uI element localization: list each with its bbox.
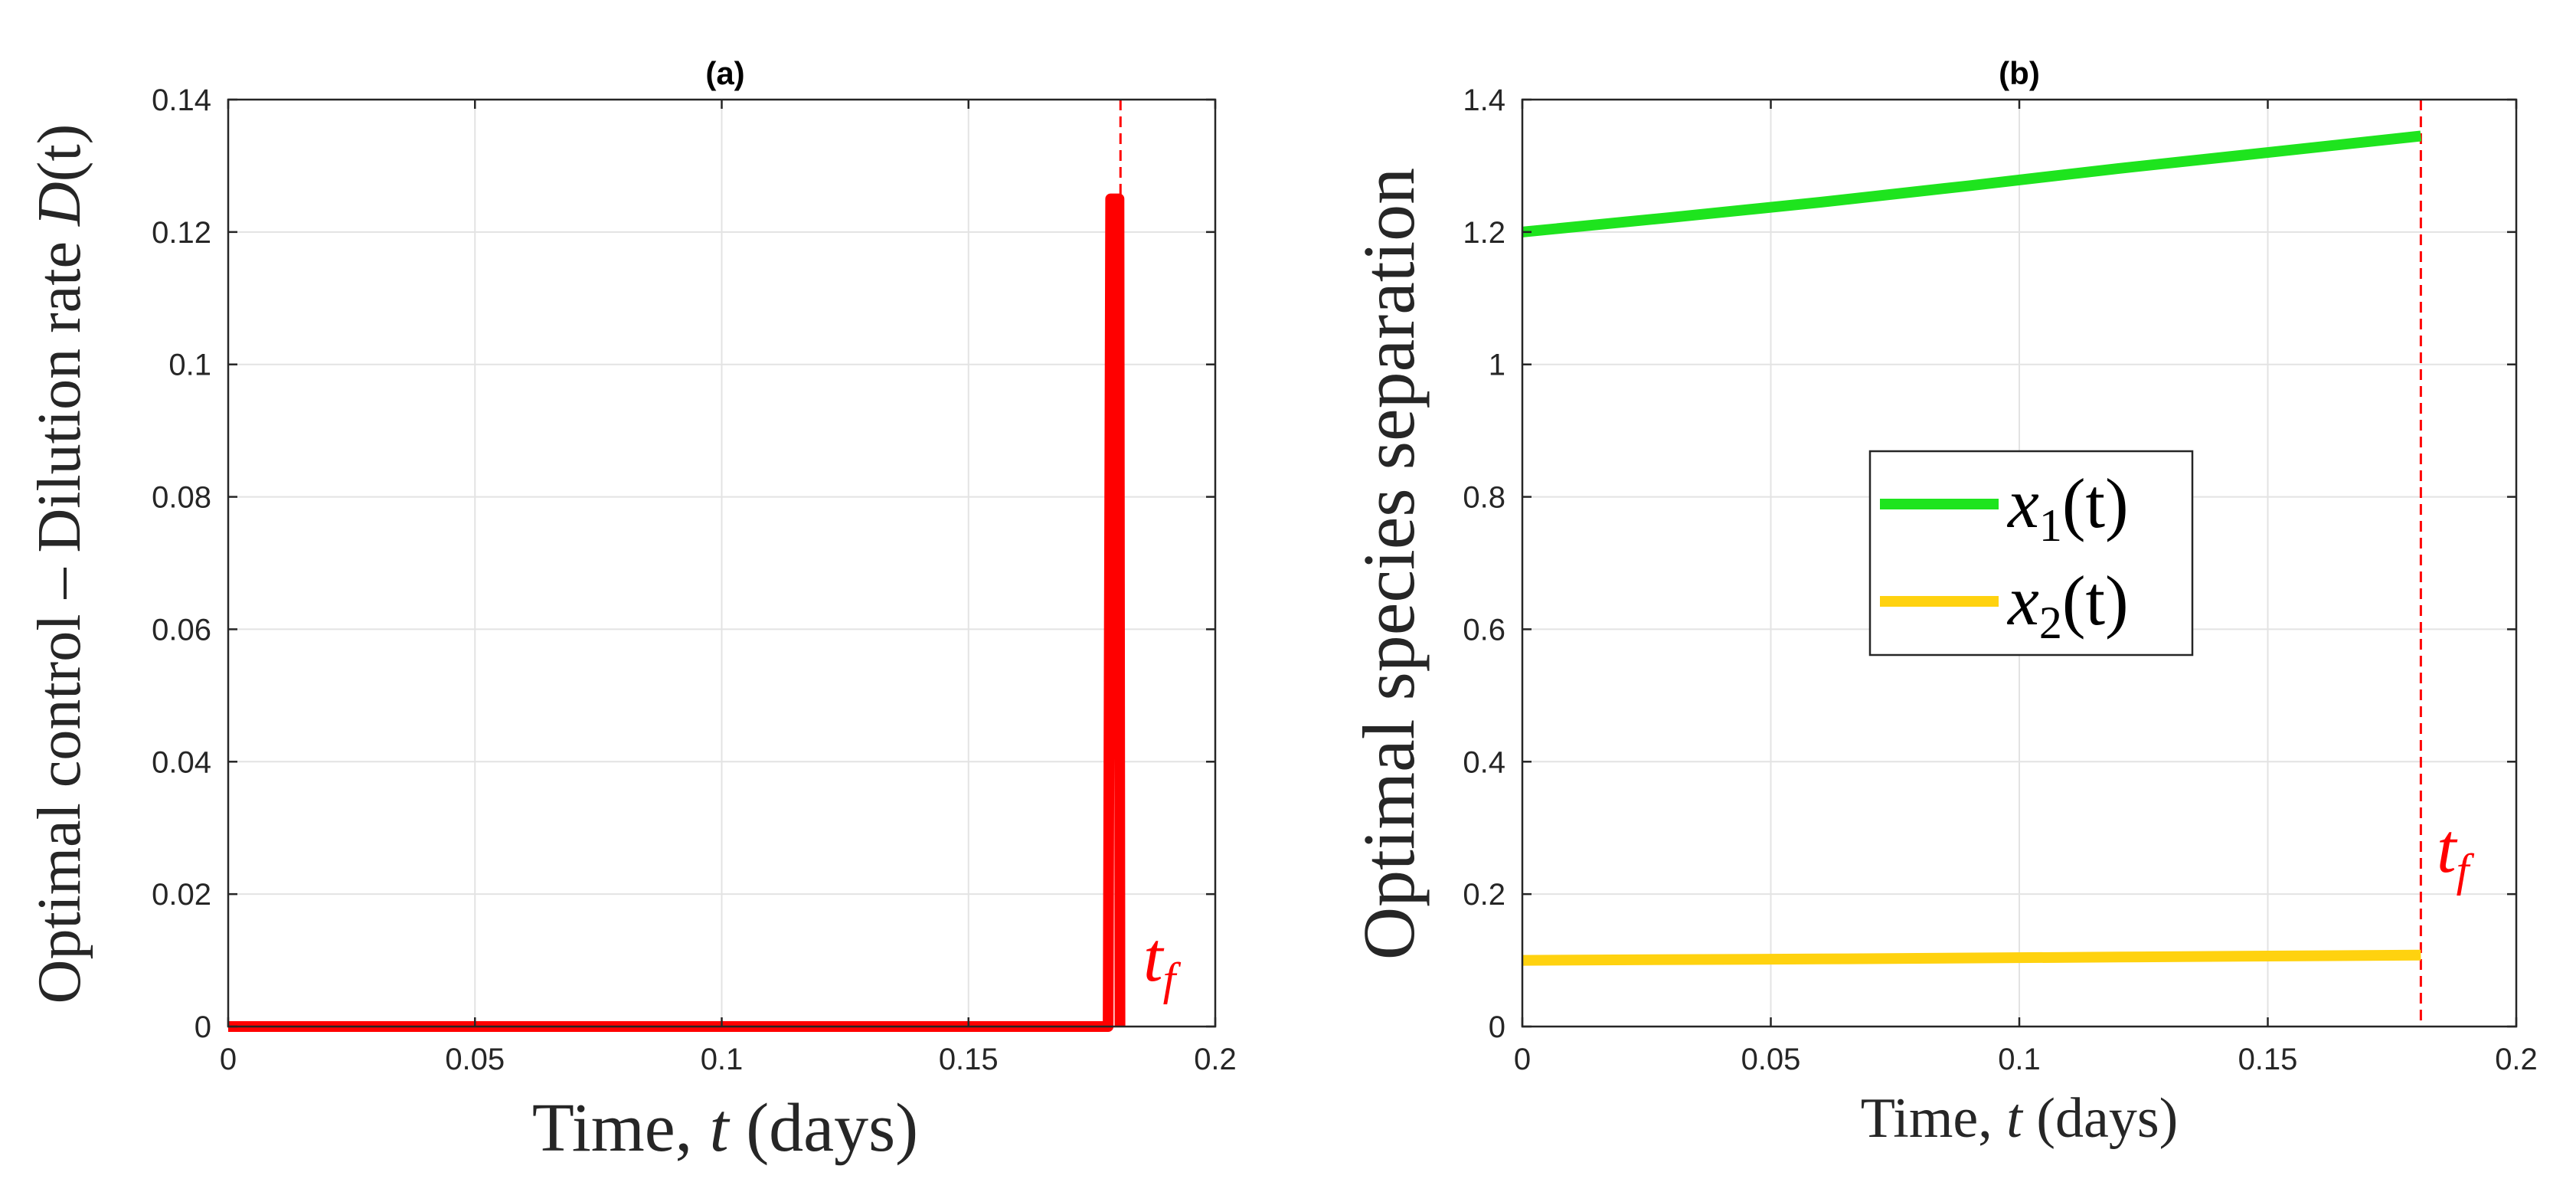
legend-box: [1868, 450, 2194, 657]
panel-a-x-axis-label: Time, t (days): [532, 1090, 918, 1166]
panel-b-y-tick-label: 0.8: [1463, 481, 1505, 515]
panel-b-y-tick-label: 0.2: [1463, 878, 1505, 912]
panel-a-y-tick-label: 0.12: [152, 216, 211, 250]
panel-b-y-tick-label: 1: [1489, 349, 1505, 382]
panel-b-x-tick-label: 0.2: [2495, 1043, 2538, 1076]
panel-a-x-tick-label: 0: [220, 1043, 237, 1076]
panel-a-tf-label: tf: [1143, 918, 1182, 1004]
panel-a-y-tick-label: 0.08: [152, 481, 211, 515]
panel-b-x-tick-label: 0.15: [2238, 1043, 2298, 1076]
panel-b-x-tick-label: 0.1: [1998, 1043, 2041, 1076]
legend: x1(t) x2(t): [1868, 450, 2194, 657]
panel-a-lines: [228, 100, 1126, 1032]
panel-a-y-tick-label: 0.04: [152, 745, 211, 779]
panel-a-x-tick-label: 0.05: [445, 1043, 505, 1076]
panel-b-y-tick-label: 0: [1489, 1010, 1505, 1044]
panel-a-ticks: 0 0.05 0.1 0.15 0.2 0 0.02 0.04 0.06 0.08 0.1 0.12 0…: [152, 84, 1237, 1076]
panel-a-x-tick-label: 0.2: [1194, 1043, 1237, 1076]
panel-b-x-axis-label: Time, t (days): [1861, 1087, 2179, 1150]
panel-b-y-tick-label: 0.4: [1463, 745, 1505, 779]
panel-a-x-tick-label: 0.1: [701, 1043, 744, 1076]
panel-b-x-tick-label: 0.05: [1741, 1043, 1801, 1076]
panel-a: 0 0.05 0.1 0.15 0.2 0 0.02 0.04 0.06 0.08 0.1 0.12 0…: [26, 55, 1237, 1166]
panel-b-y-tick-label: 1.4: [1463, 84, 1505, 117]
panel-b-y-tick-label: 1.2: [1463, 216, 1505, 250]
panel-b-series-x1t-line: [1522, 130, 2422, 237]
panel-a-y-tick-label: 0.1: [168, 349, 211, 382]
panel-a-x-tick-label: 0.15: [939, 1043, 999, 1076]
panel-b-series-x2t-line: [1522, 949, 2421, 966]
panel-a-y-tick-label: 0: [195, 1010, 211, 1044]
legend-label-x2: x2(t): [2006, 562, 2129, 648]
panel-a-grid: [227, 99, 1216, 1027]
panel-b-ticks: 0 0.05 0.1 0.15 0.2 0 0.2 0.4 0.6 0.8 1 1.2 1.4: [1463, 84, 2537, 1076]
panel-a-y-tick-label: 0.02: [152, 878, 211, 912]
panel-a-y-axis-label: Optimal control – Dilution rate D(t): [26, 124, 93, 1004]
panel-a-y-tick-label: 0.06: [152, 613, 211, 647]
panel-b-y-tick-label: 0.6: [1463, 613, 1505, 647]
legend-label-x1: x1(t): [2006, 464, 2129, 551]
panel-b-title: (b): [1999, 55, 2040, 91]
panel-b-lines: [1522, 100, 2422, 1027]
panel-a-y-tick-label: 0.14: [152, 84, 211, 117]
panel-b-tf-label: tf: [2437, 809, 2475, 896]
panel-b-x-tick-label: 0: [1514, 1043, 1531, 1076]
panel-b-y-axis-label: Optimal species separation: [1348, 168, 1430, 960]
panel-a-series-dt-line: [228, 193, 1126, 1032]
panel-b: 0 0.05 0.1 0.15 0.200.20.40.60.811.21.4 (b) …: [1348, 55, 2538, 1150]
panel-a-title: (a): [705, 55, 744, 91]
